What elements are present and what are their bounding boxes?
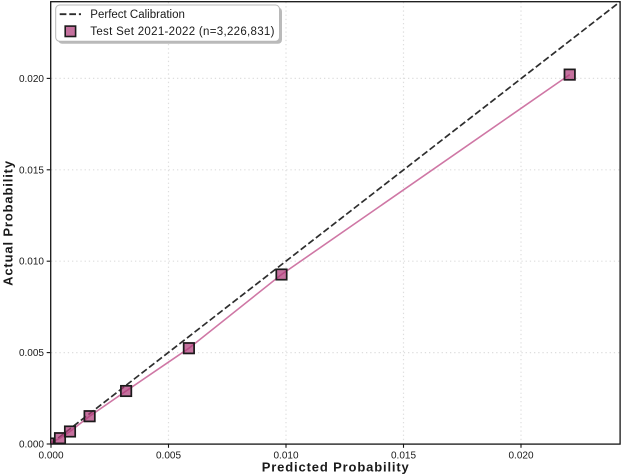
svg-text:0.015: 0.015: [19, 165, 44, 176]
svg-text:0.000: 0.000: [38, 450, 63, 461]
svg-text:Perfect Calibration: Perfect Calibration: [90, 9, 185, 21]
svg-text:Predicted Probability: Predicted Probability: [262, 459, 410, 474]
svg-text:0.005: 0.005: [19, 348, 44, 359]
svg-text:0.010: 0.010: [273, 450, 298, 461]
svg-text:0.020: 0.020: [508, 450, 533, 461]
svg-text:0.010: 0.010: [19, 257, 44, 268]
svg-text:0.020: 0.020: [19, 74, 44, 85]
svg-text:Test Set 2021-2022 (n=3,226,83: Test Set 2021-2022 (n=3,226,831): [90, 26, 274, 38]
svg-text:Actual Probability: Actual Probability: [0, 160, 15, 286]
svg-text:0.005: 0.005: [156, 450, 181, 461]
svg-text:0.000: 0.000: [19, 440, 44, 451]
svg-text:0.015: 0.015: [391, 450, 416, 461]
